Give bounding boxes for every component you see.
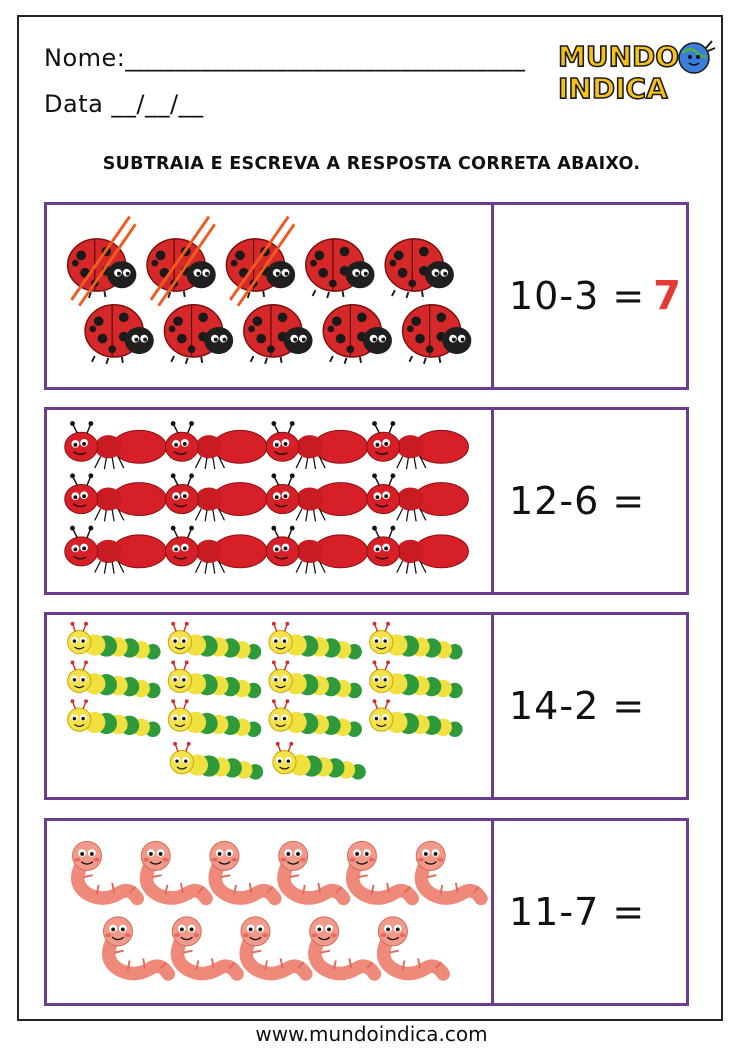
caterpillar-icon bbox=[368, 698, 464, 738]
ladybug-icon bbox=[401, 303, 473, 365]
caterpillar-icon bbox=[368, 621, 464, 661]
ladybug-icon bbox=[242, 303, 314, 365]
worm-icon bbox=[210, 841, 275, 898]
exercise-divider bbox=[491, 821, 494, 1003]
equation-text: 11-7 = bbox=[509, 890, 646, 934]
ladybug-icon bbox=[163, 303, 235, 365]
worm-icon bbox=[241, 917, 306, 974]
logo-line2: INDICA bbox=[558, 72, 668, 102]
exercise-4: 11-7 = bbox=[44, 818, 689, 1006]
equation-text: 10-3 = bbox=[509, 274, 646, 318]
worm-icon bbox=[310, 917, 375, 974]
worm-icon bbox=[416, 841, 481, 898]
name-field[interactable]: Nome:________________________________ bbox=[44, 44, 526, 72]
caterpillar-icon bbox=[167, 659, 262, 699]
equation-text: 14-2 = bbox=[509, 684, 646, 728]
exercise-3: 14-2 = bbox=[44, 612, 689, 800]
logo-line1: MUNDO bbox=[558, 40, 679, 73]
caterpillar-icon bbox=[268, 659, 363, 699]
caterpillar-icon bbox=[268, 698, 363, 738]
exercise-1: 10-3 = 7 bbox=[44, 202, 689, 390]
worm-icon bbox=[279, 841, 344, 898]
exercise-2: 12-6 = bbox=[44, 407, 689, 595]
worm-icon bbox=[141, 841, 206, 898]
ladybug-icon bbox=[84, 303, 155, 365]
ant-icon bbox=[265, 420, 369, 470]
ant-icon bbox=[164, 472, 268, 523]
cross-out-mark bbox=[70, 215, 296, 307]
caterpillar-icon bbox=[66, 659, 162, 699]
caterpillar-icon bbox=[272, 741, 367, 781]
ant-icon bbox=[265, 524, 369, 575]
exercise-divider bbox=[491, 615, 494, 797]
worm-icon bbox=[347, 841, 412, 898]
caterpillar-icon bbox=[66, 698, 162, 738]
mundo-indica-logo: MUNDO INDICA bbox=[557, 39, 716, 102]
worm-icon bbox=[172, 917, 237, 974]
ant-icon bbox=[265, 472, 369, 523]
caterpillar-icon bbox=[169, 741, 264, 781]
caterpillar-icon bbox=[167, 698, 262, 738]
equation-text: 12-6 = bbox=[509, 479, 646, 523]
ant-icon bbox=[366, 524, 470, 575]
exercise-2-pictures bbox=[64, 420, 470, 575]
worm-icon bbox=[103, 917, 168, 974]
globe-mascot-icon bbox=[678, 40, 716, 74]
exercise-3-pictures bbox=[66, 621, 464, 781]
worksheet-frame bbox=[17, 15, 723, 1021]
ant-icon bbox=[64, 524, 168, 575]
worm-icon bbox=[72, 841, 137, 898]
ant-icon bbox=[366, 420, 470, 470]
exercise-4-pictures bbox=[47, 821, 491, 1003]
caterpillar-icon bbox=[268, 621, 363, 661]
exercise-divider bbox=[491, 410, 494, 592]
ant-icon bbox=[64, 472, 168, 523]
exercise-1-pictures bbox=[66, 215, 473, 365]
caterpillar-icon bbox=[66, 621, 162, 661]
instruction-text: SUBTRAIA E ESCREVA A RESPOSTA CORRETA AB… bbox=[102, 154, 641, 174]
ant-icon bbox=[164, 420, 268, 470]
ant-icon bbox=[366, 472, 470, 523]
worm-icon bbox=[378, 917, 443, 974]
exercise-divider bbox=[491, 205, 494, 387]
ant-icon bbox=[164, 524, 268, 575]
date-field[interactable]: Data __/__/__ bbox=[44, 90, 204, 118]
ladybug-icon bbox=[384, 237, 455, 299]
ladybug-icon bbox=[304, 237, 376, 299]
caterpillar-icon bbox=[368, 659, 464, 699]
ladybug-icon bbox=[322, 303, 393, 365]
answer-value[interactable]: 7 bbox=[653, 273, 683, 319]
footer-url[interactable]: www.mundoindica.com bbox=[255, 1022, 488, 1046]
ant-icon bbox=[64, 420, 168, 470]
caterpillar-icon bbox=[167, 621, 262, 661]
